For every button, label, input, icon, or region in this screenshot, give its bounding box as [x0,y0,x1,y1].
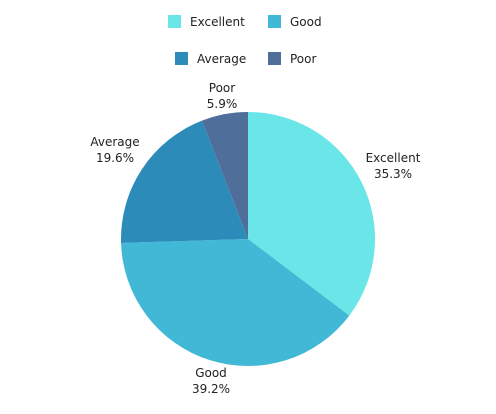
pie-slice-average [121,120,248,243]
slice-label-value-average: 19.6% [96,151,134,165]
legend-swatch-excellent [168,15,181,28]
legend-item-excellent: Excellent [168,15,245,29]
pie-slices [121,112,375,366]
legend-label-excellent: Excellent [190,15,245,29]
slice-label-value-good: 39.2% [192,382,230,396]
legend-swatch-average [175,52,188,65]
slice-label-name-average: Average [90,135,139,149]
legend-item-average: Average [175,52,246,66]
slice-label-name-good: Good [195,366,227,380]
slice-label-name-excellent: Excellent [366,151,421,165]
legend-swatch-good [268,15,281,28]
legend-label-average: Average [197,52,246,66]
legend-item-good: Good [268,15,322,29]
legend-label-poor: Poor [290,52,316,66]
pie-slice-good [121,239,350,366]
slice-label-good: Good 39.2% [192,366,230,396]
legend: Excellent Good Average Poor [168,15,322,66]
legend-label-good: Good [290,15,322,29]
slice-labels: Excellent 35.3% Good 39.2% Average 19.6% Poor 5… [90,81,420,396]
slice-label-excellent: Excellent 35.3% [366,151,421,181]
pie-slice-poor [201,112,248,239]
slice-label-name-poor: Poor [209,81,235,95]
slice-label-poor: Poor 5.9% [207,81,238,111]
slice-label-value-poor: 5.9% [207,97,238,111]
legend-item-poor: Poor [268,52,316,66]
slice-label-average: Average 19.6% [90,135,139,165]
pie-slice-excellent [248,112,375,316]
legend-swatch-poor [268,52,281,65]
slice-label-value-excellent: 35.3% [374,167,412,181]
